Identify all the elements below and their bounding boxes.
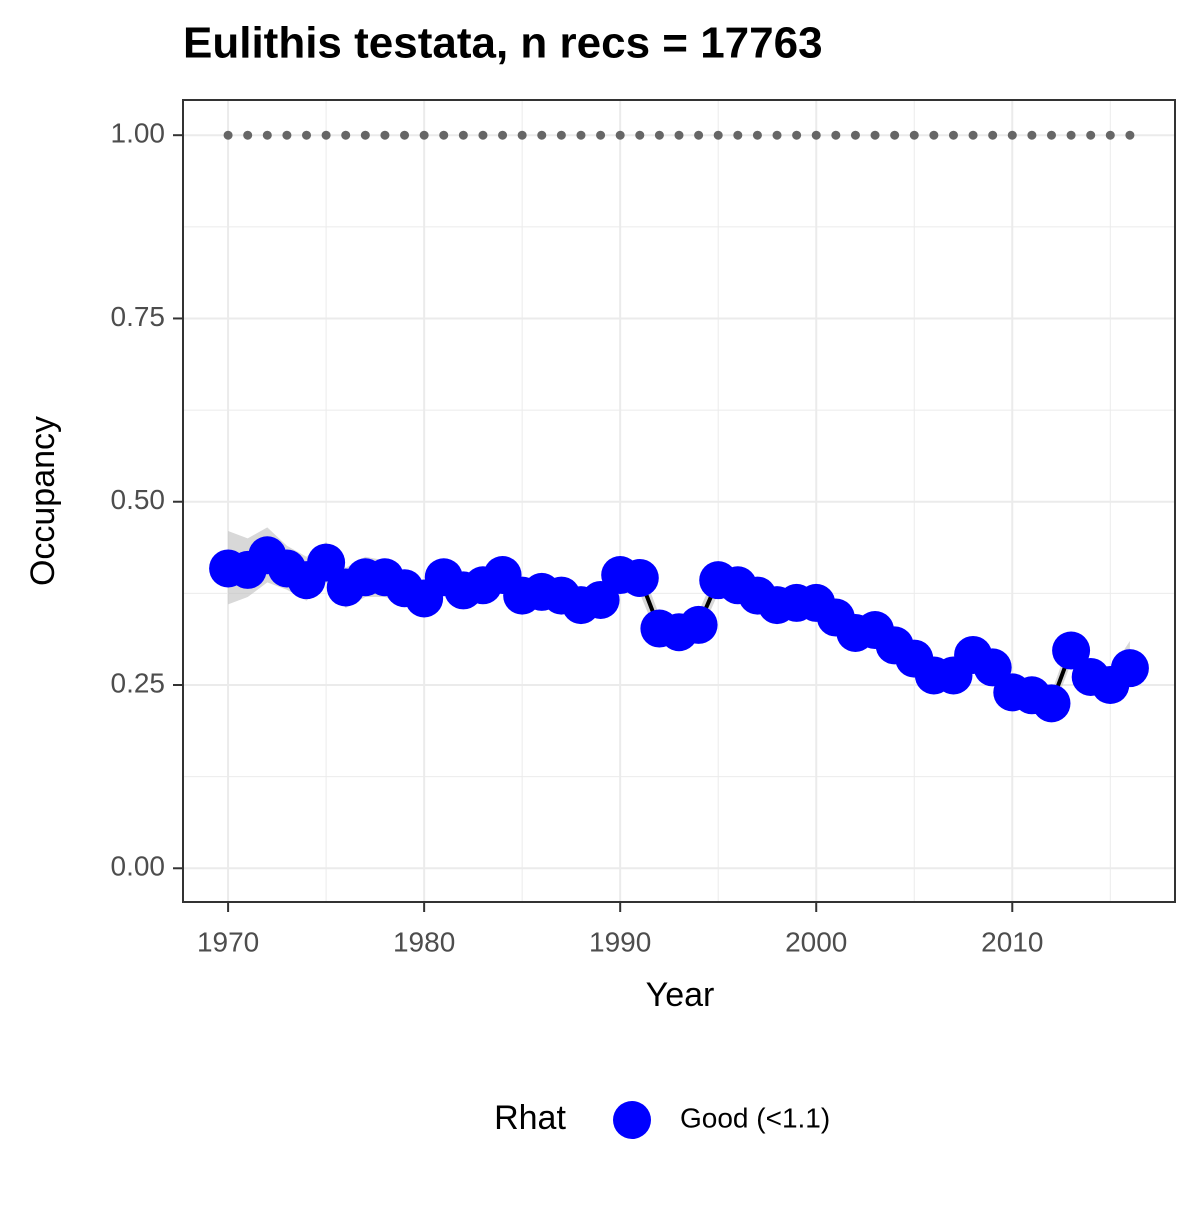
reference-dot xyxy=(713,130,723,140)
reference-dot xyxy=(733,130,743,140)
reference-dot xyxy=(262,130,272,140)
x-tick-label: 2010 xyxy=(981,926,1043,957)
reference-dot xyxy=(360,130,370,140)
chart-title: Eulithis testata, n recs = 17763 xyxy=(183,19,823,68)
reference-dot xyxy=(1027,130,1037,140)
reference-dot xyxy=(811,130,821,140)
reference-dot xyxy=(1046,130,1056,140)
reference-dot xyxy=(596,130,606,140)
reference-dot xyxy=(831,130,841,140)
reference-dot xyxy=(400,130,410,140)
reference-dot xyxy=(694,130,704,140)
point xyxy=(1110,649,1149,688)
point xyxy=(620,558,659,597)
y-tick-label: 1.00 xyxy=(111,118,166,149)
reference-dot xyxy=(1007,130,1017,140)
y-tick-label: 0.50 xyxy=(111,484,166,515)
reference-dot xyxy=(1086,130,1096,140)
reference-dot xyxy=(1066,130,1076,140)
reference-dot xyxy=(341,130,351,140)
reference-dot xyxy=(850,130,860,140)
reference-dot xyxy=(419,130,429,140)
reference-dot xyxy=(439,130,449,140)
reference-dot xyxy=(674,130,684,140)
plot-border xyxy=(182,99,1176,903)
reference-dot xyxy=(380,130,390,140)
reference-dot xyxy=(752,130,762,140)
y-axis-title: Occupancy xyxy=(24,416,62,586)
reference-dot xyxy=(635,130,645,140)
reference-dot xyxy=(615,130,625,140)
point xyxy=(1032,684,1071,723)
reference-dot xyxy=(870,130,880,140)
reference-dot xyxy=(302,130,312,140)
x-tick-label: 1990 xyxy=(589,926,651,957)
y-tick-label: 0.75 xyxy=(111,301,166,332)
point xyxy=(1052,631,1091,670)
reference-dot xyxy=(792,130,802,140)
reference-dot xyxy=(556,130,566,140)
reference-dot xyxy=(1125,130,1135,140)
legend-marker xyxy=(613,1101,651,1139)
reference-dot xyxy=(948,130,958,140)
legend-label: Good (<1.1) xyxy=(680,1102,830,1133)
reference-dot xyxy=(909,130,919,140)
x-tick-label: 2000 xyxy=(785,926,847,957)
reference-dot xyxy=(968,130,978,140)
reference-dot xyxy=(1105,130,1115,140)
x-tick-label: 1980 xyxy=(393,926,455,957)
reference-dot xyxy=(517,130,527,140)
reference-dot xyxy=(478,130,488,140)
y-tick-label: 0.25 xyxy=(111,667,166,698)
reference-dot xyxy=(576,130,586,140)
legend-title: Rhat xyxy=(494,1099,566,1137)
reference-dot xyxy=(458,130,468,140)
reference-dot xyxy=(282,130,292,140)
x-tick-label: 1970 xyxy=(197,926,259,957)
point xyxy=(679,605,718,644)
reference-dot xyxy=(223,130,233,140)
reference-dot xyxy=(321,130,331,140)
reference-dot xyxy=(498,130,508,140)
x-axis-title: Year xyxy=(646,976,715,1014)
reference-dot xyxy=(537,130,547,140)
reference-dot xyxy=(890,130,900,140)
reference-dot xyxy=(654,130,664,140)
y-tick-label: 0.00 xyxy=(111,851,166,882)
reference-dot xyxy=(929,130,939,140)
reference-dot xyxy=(988,130,998,140)
reference-dot xyxy=(772,130,782,140)
reference-dot xyxy=(243,130,253,140)
